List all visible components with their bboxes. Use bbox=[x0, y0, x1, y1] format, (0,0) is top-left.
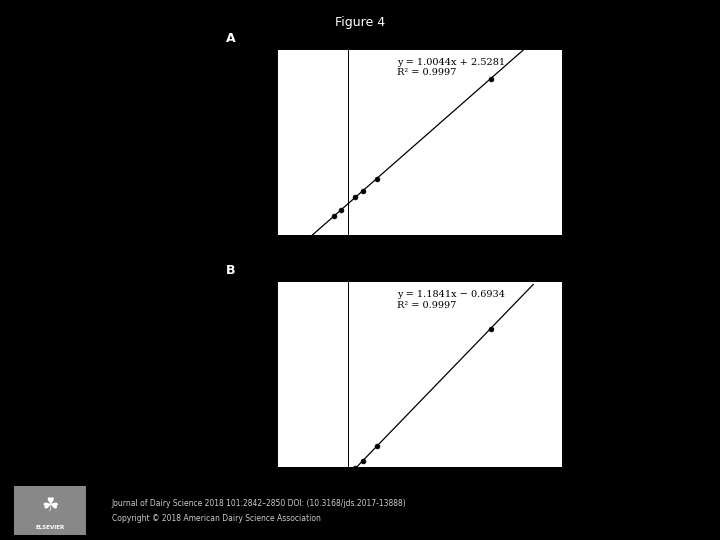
Point bbox=[350, 464, 361, 472]
Point bbox=[371, 442, 382, 450]
Point bbox=[357, 457, 369, 465]
Point bbox=[357, 187, 369, 195]
Point bbox=[485, 325, 496, 333]
Y-axis label: 1/v (U/min)⁻¹ × 10⁻²: 1/v (U/min)⁻¹ × 10⁻² bbox=[243, 328, 253, 420]
X-axis label: 1/[casein] (mg/mL)⁻¹: 1/[casein] (mg/mL)⁻¹ bbox=[369, 257, 470, 267]
Text: Copyright © 2018 American Dairy Science Association: Copyright © 2018 American Dairy Science … bbox=[112, 514, 320, 523]
Text: Journal of Dairy Science 2018 101:2842–2850 DOI: (10.3168/jds.2017-13888): Journal of Dairy Science 2018 101:2842–2… bbox=[112, 500, 406, 509]
Text: y = 1.1841x − 0.6934
R² = 0.9997: y = 1.1841x − 0.6934 R² = 0.9997 bbox=[397, 290, 505, 309]
Text: y = 1.0044x + 2.5281
R² = 0.9997: y = 1.0044x + 2.5281 R² = 0.9997 bbox=[397, 58, 505, 77]
Text: Figure 4: Figure 4 bbox=[335, 16, 385, 29]
Point bbox=[336, 205, 347, 214]
Point bbox=[336, 479, 347, 488]
Text: B: B bbox=[226, 264, 235, 277]
Text: A: A bbox=[226, 32, 235, 45]
Point bbox=[485, 75, 496, 83]
Point bbox=[371, 174, 382, 183]
Text: ☘: ☘ bbox=[42, 496, 59, 515]
Point bbox=[350, 193, 361, 201]
X-axis label: 1/[casein] (mg/mL)⁻¹: 1/[casein] (mg/mL)⁻¹ bbox=[369, 489, 470, 500]
Point bbox=[328, 212, 340, 220]
Text: ELSEVIER: ELSEVIER bbox=[36, 525, 65, 530]
Y-axis label: 1/v (U/min)⁻¹ × 10⁻²: 1/v (U/min)⁻¹ × 10⁻² bbox=[243, 96, 253, 188]
